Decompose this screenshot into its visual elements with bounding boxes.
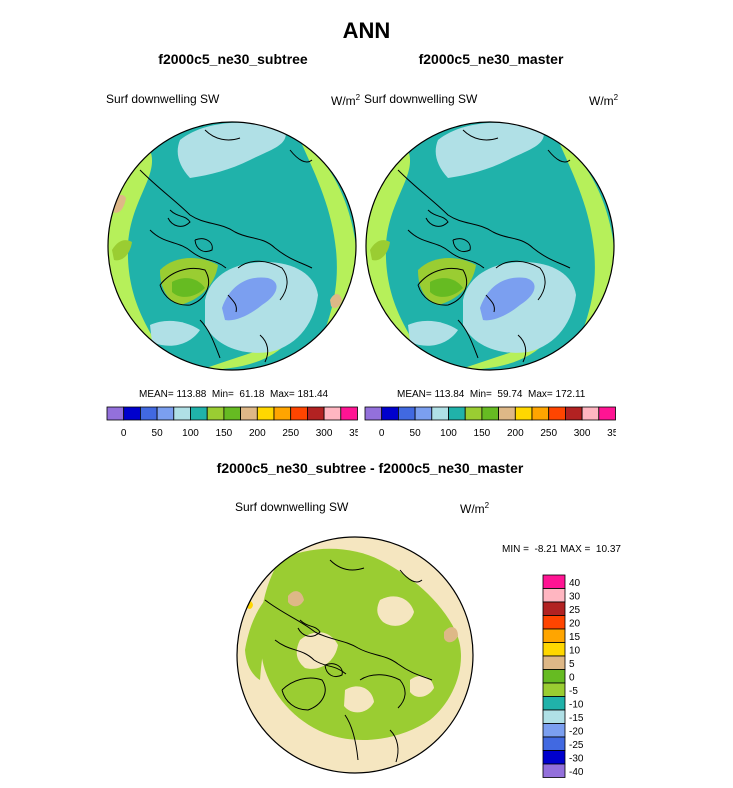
colorbar-diff-tick-label: 5 — [569, 659, 575, 670]
figure-title: ANN — [342, 18, 391, 43]
colorbar-subtree-tick-label: 150 — [216, 428, 233, 439]
colorbar-subtree-tick-label: 100 — [182, 428, 199, 439]
colorbar-diff-swatch-5 — [542, 642, 566, 657]
colorbar-master-swatch-12 — [564, 406, 583, 421]
colorbar-subtree-swatch-5 — [190, 406, 208, 421]
colorbar-subtree-swatch-10 — [273, 406, 292, 421]
colorbar-master-tick-label: 200 — [507, 428, 524, 439]
colorbar-master-swatch-7 — [481, 406, 500, 421]
colorbar-master-swatch-8 — [498, 406, 516, 421]
colorbar-diff-swatch-4 — [542, 628, 566, 643]
colorbar-diff-tick-label: -40 — [569, 767, 584, 778]
colorbar-diff-tick-label: -5 — [569, 686, 578, 697]
colorbar-diff-tick-label: 30 — [569, 591, 581, 602]
colorbar-diff-tick-label: -25 — [569, 740, 584, 751]
colorbar-diff-tick-label: 10 — [569, 645, 581, 656]
colorbar-diff-swatch-6 — [542, 655, 566, 670]
colorbar-master-tick-label: 50 — [410, 428, 422, 439]
variable-label-subtree: Surf downwelling SW — [106, 92, 220, 106]
stats-master: MEAN= 113.84 Min= 59.74 Max= 172.11 — [397, 389, 586, 400]
colorbar-diff-tick-label: -20 — [569, 726, 584, 737]
colorbar-master-tick-label: 100 — [440, 428, 457, 439]
stats-diff: MIN = -8.21 MAX = 10.37 — [502, 544, 621, 555]
colorbar-master-tick-label: 150 — [474, 428, 491, 439]
colorbar-subtree-swatch-11 — [290, 406, 308, 421]
colorbar-subtree-swatch-13 — [323, 406, 342, 421]
colorbar-diff-tick-label: 15 — [569, 632, 581, 643]
units-label-diff: W/m2 — [460, 501, 490, 516]
colorbar-diff-swatch-13 — [542, 750, 566, 765]
colorbar-master-swatch-5 — [448, 406, 466, 421]
colorbar-subtree-swatch-14 — [340, 406, 358, 421]
diff-panel-title: f2000c5_ne30_subtree - f2000c5_ne30_mast… — [216, 460, 524, 476]
colorbar-master-swatch-4 — [431, 406, 449, 421]
colorbar-master-swatch-1 — [381, 406, 399, 421]
colorbar-diff-swatch-7 — [542, 669, 566, 684]
colorbar-subtree-swatch-6 — [206, 406, 225, 421]
map-master — [366, 122, 614, 370]
colorbar-subtree-tick-label: 50 — [152, 428, 164, 439]
colorbar-subtree-swatch-4 — [173, 406, 191, 421]
colorbar-master-swatch-3 — [414, 406, 433, 421]
colorbar-diff-swatch-9 — [542, 696, 566, 711]
colorbar-subtree-tick-label: 350 — [349, 428, 358, 439]
colorbar-subtree-tick-label: 0 — [121, 428, 127, 439]
colorbar-subtree-swatch-0 — [106, 406, 125, 421]
colorbar-master-swatch-6 — [464, 406, 483, 421]
colorbar-subtree-swatch-7 — [223, 406, 242, 421]
colorbar-diff-swatch-0 — [542, 574, 566, 589]
colorbar-diff-swatch-2 — [542, 601, 566, 616]
colorbar-master-swatch-14 — [598, 406, 616, 421]
variable-label-master: Surf downwelling SW — [364, 92, 478, 106]
colorbar-diff-swatch-12 — [542, 736, 566, 751]
colorbar-diff-tick-label: 25 — [569, 605, 581, 616]
panel-title-subtree: f2000c5_ne30_subtree — [158, 51, 308, 67]
colorbar-master-tick-label: 350 — [607, 428, 616, 439]
colorbar-subtree-tick-label: 200 — [249, 428, 266, 439]
colorbar-diff-swatch-11 — [542, 723, 566, 738]
colorbar-diff-tick-label: -15 — [569, 713, 584, 724]
colorbar-master-tick-label: 250 — [540, 428, 557, 439]
colorbar-diff: 40 30 25 20 15 10 5 0 -5 -10 -15 -20 -25 -30 -40 — [542, 574, 584, 778]
units-label-master: W/m2 — [589, 93, 619, 108]
colorbar-subtree-tick-label: 300 — [316, 428, 333, 439]
colorbar-subtree-swatch-2 — [140, 406, 158, 421]
colorbar-subtree-swatch-3 — [156, 406, 175, 421]
map-subtree — [108, 122, 356, 370]
colorbar-subtree-swatch-1 — [123, 406, 141, 421]
colorbar-master-swatch-0 — [364, 406, 383, 421]
colorbar-diff-swatch-1 — [542, 588, 566, 603]
colorbar-diff-tick-label: 40 — [569, 578, 581, 589]
colorbar-subtree-swatch-12 — [306, 406, 325, 421]
colorbar-master-swatch-11 — [548, 406, 566, 421]
colorbar-diff-tick-label: 20 — [569, 618, 581, 629]
colorbar-subtree-tick-label: 250 — [282, 428, 299, 439]
colorbar-diff-swatch-8 — [542, 682, 566, 697]
colorbar-master-tick-label: 300 — [574, 428, 591, 439]
colorbar-subtree-swatch-8 — [240, 406, 258, 421]
colorbar-diff-swatch-3 — [542, 615, 566, 630]
colorbar-diff-tick-label: -30 — [569, 753, 584, 764]
colorbar-master-swatch-9 — [514, 406, 533, 421]
stats-subtree: MEAN= 113.88 Min= 61.18 Max= 181.44 — [139, 389, 329, 400]
colorbar-master-swatch-10 — [531, 406, 550, 421]
colorbar-master-swatch-13 — [581, 406, 600, 421]
colorbar-subtree: 0 50 100 150 200 250 300 350 — [106, 406, 358, 439]
colorbar-subtree-swatch-9 — [256, 406, 275, 421]
panel-title-master: f2000c5_ne30_master — [418, 51, 564, 67]
map-difference — [237, 537, 473, 773]
colorbar-master: 0 50 100 150 200 250 300 350 — [364, 406, 616, 439]
colorbar-diff-tick-label: -10 — [569, 699, 584, 710]
units-label-subtree: W/m2 — [331, 93, 361, 108]
colorbar-master-tick-label: 0 — [379, 428, 385, 439]
colorbar-diff-swatch-10 — [542, 709, 566, 724]
colorbar-diff-swatch-14 — [542, 763, 566, 778]
variable-label-diff: Surf downwelling SW — [235, 500, 349, 514]
colorbar-diff-tick-label: 0 — [569, 672, 575, 683]
colorbar-master-swatch-2 — [398, 406, 416, 421]
